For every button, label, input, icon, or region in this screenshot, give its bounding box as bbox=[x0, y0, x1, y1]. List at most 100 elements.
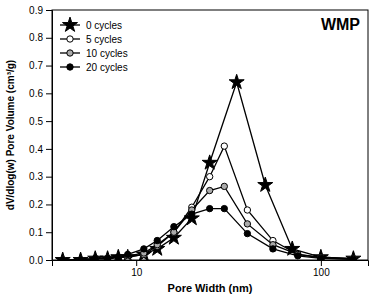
x-axis: 10 100 bbox=[53, 260, 369, 278]
legend-item: 10 cycles bbox=[60, 48, 128, 59]
line bbox=[63, 146, 354, 260]
tick: 10 bbox=[131, 260, 143, 278]
point bbox=[171, 223, 177, 229]
tick-label: 0.8 bbox=[29, 32, 43, 43]
point bbox=[125, 251, 131, 257]
point bbox=[154, 237, 160, 243]
point bbox=[350, 256, 356, 260]
point bbox=[295, 253, 301, 259]
point bbox=[77, 257, 83, 260]
tick-label: 0.4 bbox=[29, 144, 43, 155]
point bbox=[318, 255, 324, 260]
point bbox=[115, 254, 121, 260]
x-axis-title: Pore Width (nm) bbox=[168, 282, 253, 294]
legend-item: 20 cycles bbox=[60, 62, 128, 73]
point bbox=[221, 183, 227, 189]
point bbox=[136, 247, 151, 260]
legend-item: 0 cycles bbox=[60, 17, 122, 31]
tick-mark bbox=[46, 260, 52, 261]
tick-mark bbox=[46, 121, 52, 122]
tick-label: 0.9 bbox=[29, 5, 43, 16]
tick: 100 bbox=[313, 260, 330, 278]
tick-label: 0.0 bbox=[29, 255, 43, 266]
tick: 0.2 bbox=[29, 199, 52, 210]
point bbox=[350, 256, 356, 260]
point bbox=[77, 257, 83, 260]
chart: 10 100 0.0 0.1 0.2 0.3 0.4 0.5 0.6 0.7 0.8 0.9 Pore … bbox=[0, 0, 380, 300]
legend-marker bbox=[67, 50, 73, 56]
axis-line bbox=[53, 261, 369, 267]
plot-frame bbox=[52, 10, 368, 260]
point bbox=[221, 143, 227, 149]
point bbox=[115, 254, 121, 260]
y-axis-title: dV/dlog(w) Pore Volume (cm³/g) bbox=[5, 60, 16, 210]
title: WMP bbox=[321, 16, 360, 33]
point bbox=[92, 255, 98, 260]
tick: 0.9 bbox=[29, 5, 52, 16]
legend-item: 5 cycles bbox=[60, 34, 122, 45]
legend-label: 5 cycles bbox=[86, 34, 122, 45]
tick: 0.8 bbox=[29, 32, 52, 43]
tick-label: 0.6 bbox=[29, 88, 43, 99]
series bbox=[60, 183, 357, 260]
point bbox=[229, 74, 244, 88]
point bbox=[189, 211, 195, 217]
axis-line bbox=[46, 11, 53, 261]
legend-label: 20 cycles bbox=[86, 62, 128, 73]
y-axis: 0.0 0.1 0.2 0.3 0.4 0.5 0.6 0.7 0.8 0.9 bbox=[29, 5, 52, 266]
legend-label: 0 cycles bbox=[86, 20, 122, 31]
point bbox=[270, 246, 276, 252]
point bbox=[104, 255, 110, 260]
point bbox=[244, 221, 250, 227]
tick-mark bbox=[46, 204, 52, 205]
legend-label: 10 cycles bbox=[86, 48, 128, 59]
tick: 0.5 bbox=[29, 116, 52, 127]
series bbox=[55, 74, 361, 260]
tick-mark bbox=[321, 260, 322, 266]
point bbox=[318, 255, 324, 260]
tick-mark bbox=[136, 260, 137, 266]
legend-marker bbox=[67, 64, 73, 70]
legend-marker bbox=[62, 17, 77, 31]
tick-label: 0.7 bbox=[29, 60, 43, 71]
plot: 10 100 0.0 0.1 0.2 0.3 0.4 0.5 0.6 0.7 0.8 0.9 Pore … bbox=[5, 5, 369, 294]
tick-label: 0.2 bbox=[29, 199, 43, 210]
point bbox=[221, 205, 227, 211]
tick-mark bbox=[46, 93, 52, 94]
data-area bbox=[55, 74, 361, 260]
point bbox=[60, 257, 66, 260]
tick: 0.6 bbox=[29, 88, 52, 99]
point bbox=[206, 173, 212, 179]
tick: 0.7 bbox=[29, 60, 52, 71]
point bbox=[104, 255, 110, 260]
legend: 0 cycles 5 cycles 10 cycles 20 cycles bbox=[60, 17, 128, 72]
legend-marker bbox=[67, 36, 73, 42]
point bbox=[60, 257, 66, 260]
point bbox=[60, 257, 66, 260]
tick-mark bbox=[46, 177, 52, 178]
point bbox=[73, 252, 88, 260]
tick-mark bbox=[46, 38, 52, 39]
tick-mark bbox=[46, 10, 52, 11]
point bbox=[244, 230, 250, 236]
tick: 0.0 bbox=[29, 255, 52, 266]
point bbox=[244, 207, 250, 213]
point bbox=[55, 252, 70, 260]
tick-mark bbox=[46, 149, 52, 150]
line bbox=[63, 209, 354, 260]
point bbox=[77, 257, 83, 260]
point bbox=[115, 254, 121, 260]
point bbox=[350, 255, 356, 260]
tick: 0.3 bbox=[29, 171, 52, 182]
tick-label: 100 bbox=[313, 267, 330, 278]
tick-label: 0.3 bbox=[29, 171, 43, 182]
tick-mark bbox=[46, 66, 52, 67]
tick: 0.4 bbox=[29, 144, 52, 155]
tick-mark bbox=[46, 232, 52, 233]
point bbox=[92, 255, 98, 260]
tick-label: 0.5 bbox=[29, 116, 43, 127]
tick-label: 0.1 bbox=[29, 227, 43, 238]
point bbox=[258, 177, 273, 191]
series bbox=[60, 143, 357, 260]
point bbox=[206, 205, 212, 211]
